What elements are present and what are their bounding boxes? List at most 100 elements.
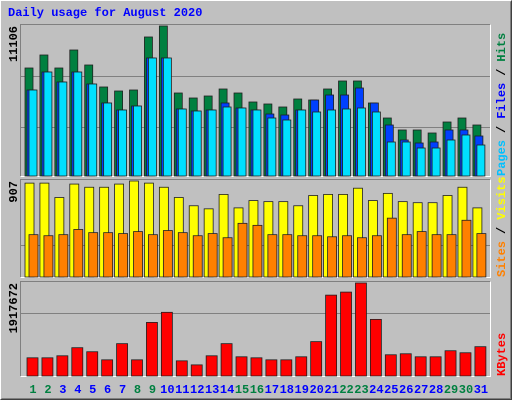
bar	[340, 291, 352, 377]
bar	[280, 359, 293, 377]
x-tick-label: 9	[149, 383, 156, 397]
x-tick-label: 13	[205, 383, 219, 397]
bar	[73, 71, 83, 177]
bar	[160, 311, 173, 377]
x-tick-label: 25	[384, 383, 398, 397]
bar	[429, 356, 442, 377]
bar	[101, 359, 114, 377]
bar	[265, 359, 278, 377]
bar	[237, 222, 248, 278]
x-tick-label: 30	[459, 383, 473, 397]
bar	[235, 356, 248, 377]
panel-edge	[20, 179, 491, 278]
bar	[414, 356, 427, 377]
bar	[386, 141, 396, 177]
panel-edge	[20, 179, 491, 278]
bar	[222, 237, 233, 278]
x-tick-label: 14	[220, 383, 234, 397]
bar	[116, 343, 128, 377]
bar	[207, 233, 218, 278]
bar	[43, 235, 54, 278]
bar	[431, 234, 442, 278]
bar	[133, 231, 143, 278]
bar	[297, 235, 308, 278]
bar	[88, 83, 98, 177]
x-tick-label: 1	[29, 383, 36, 397]
bar	[86, 351, 99, 377]
bar	[416, 147, 426, 177]
x-tick-label: 20	[309, 383, 323, 397]
bar	[416, 231, 427, 278]
bar	[342, 235, 352, 278]
bar	[295, 356, 308, 377]
bar	[103, 232, 114, 278]
bar	[207, 109, 217, 177]
bar	[357, 237, 367, 278]
bar	[252, 109, 262, 177]
bar	[327, 109, 337, 177]
bar	[476, 233, 487, 278]
bar	[146, 322, 158, 377]
legend: Sites / Visits	[495, 177, 509, 277]
bar	[282, 119, 292, 177]
x-tick-label: 6	[104, 383, 111, 397]
bar	[401, 234, 412, 278]
legend-entry: Sites	[495, 241, 509, 277]
y-tick-label: 1917672	[7, 283, 21, 333]
x-tick-label: 29	[444, 383, 458, 397]
bar	[175, 360, 188, 377]
x-tick-label: 15	[235, 383, 249, 397]
x-tick-label: 8	[134, 383, 141, 397]
bar	[220, 343, 233, 377]
bar	[325, 294, 338, 377]
legend: Pages / Files / Hits	[495, 33, 509, 176]
bar	[297, 109, 307, 177]
bar	[222, 106, 232, 177]
bar	[267, 234, 278, 278]
bar	[399, 353, 412, 377]
legend-separator: /	[495, 126, 509, 133]
bar	[312, 235, 323, 278]
bar	[371, 235, 382, 278]
bar	[461, 219, 472, 278]
bar	[371, 111, 381, 177]
bar	[190, 364, 203, 377]
x-tick-label: 3	[59, 383, 66, 397]
bar	[43, 71, 53, 177]
legend-separator: /	[495, 227, 509, 234]
x-tick-label: 24	[369, 383, 383, 397]
bar	[56, 355, 69, 377]
bar	[131, 359, 143, 377]
bar	[58, 81, 68, 177]
legend-entry: Files	[495, 83, 509, 119]
bar	[444, 350, 457, 377]
legend-entry: Pages	[495, 140, 509, 176]
legend-entry: KBytes	[495, 333, 509, 376]
bar	[205, 355, 218, 377]
x-tick-label: 18	[280, 383, 294, 397]
bar	[28, 234, 39, 278]
bar	[431, 147, 441, 177]
x-tick-label: 12	[190, 383, 204, 397]
x-tick-label: 26	[399, 383, 413, 397]
panel-edge	[20, 281, 491, 377]
bar	[459, 352, 472, 377]
x-tick-label: 16	[250, 383, 264, 397]
bar	[401, 141, 411, 177]
bar	[369, 318, 382, 377]
bar	[342, 108, 351, 177]
y-tick-label: 907	[7, 181, 21, 203]
bar	[118, 233, 128, 278]
bar	[250, 357, 263, 377]
bar	[133, 105, 142, 177]
y-tick-label: 11106	[7, 26, 21, 62]
x-tick-label: 11	[175, 383, 189, 397]
x-tick-label: 27	[414, 383, 428, 397]
bar	[386, 217, 397, 278]
x-tick-label: 7	[119, 383, 126, 397]
bar	[177, 232, 188, 278]
x-tick-label: 17	[265, 383, 279, 397]
chart-title: Daily usage for August 2020	[8, 6, 202, 20]
